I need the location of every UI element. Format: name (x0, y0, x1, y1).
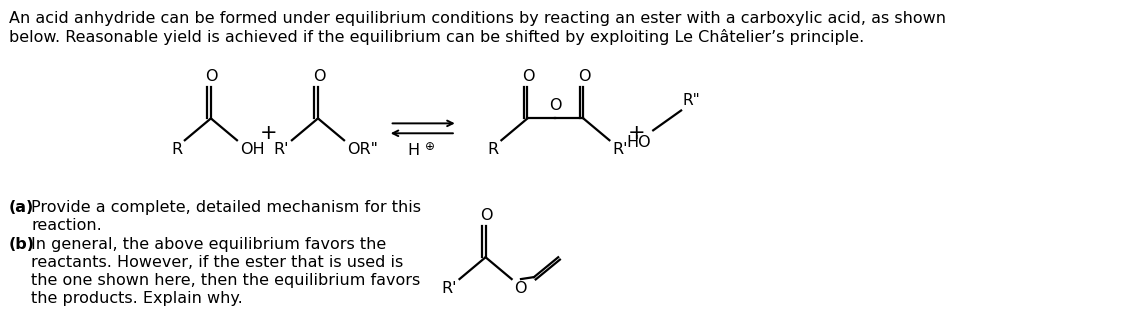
Text: O: O (522, 69, 535, 84)
Text: +: + (260, 123, 277, 143)
Text: HO: HO (627, 135, 651, 150)
Text: below. Reasonable yield is achieved if the equilibrium can be shifted by exploit: below. Reasonable yield is achieved if t… (9, 29, 864, 45)
Text: OR": OR" (346, 142, 378, 157)
Text: O: O (313, 69, 325, 84)
Text: reactants. However, if the ester that is used is: reactants. However, if the ester that is… (31, 255, 404, 270)
Text: R': R' (442, 281, 456, 296)
Text: (b): (b) (9, 238, 35, 252)
Text: OH: OH (240, 142, 265, 157)
Text: O: O (578, 69, 591, 84)
Text: O: O (480, 208, 493, 222)
Text: O: O (515, 281, 527, 296)
Text: reaction.: reaction. (31, 218, 102, 233)
Text: the one shown here, then the equilibrium favors: the one shown here, then the equilibrium… (31, 273, 420, 288)
Text: O: O (205, 69, 219, 84)
Text: An acid anhydride can be formed under equilibrium conditions by reacting an este: An acid anhydride can be formed under eq… (9, 11, 946, 26)
Text: R: R (488, 142, 499, 157)
Text: ⊕: ⊕ (425, 140, 435, 153)
Text: O: O (549, 98, 562, 114)
Text: R: R (170, 142, 182, 157)
Text: +: + (628, 123, 646, 143)
Text: R': R' (612, 142, 628, 157)
Text: the products. Explain why.: the products. Explain why. (31, 291, 243, 306)
Text: R': R' (274, 142, 289, 157)
Text: Provide a complete, detailed mechanism for this: Provide a complete, detailed mechanism f… (31, 200, 421, 215)
Text: (a): (a) (9, 200, 34, 215)
Text: R": R" (683, 93, 701, 109)
Text: H: H (407, 143, 419, 158)
Text: In general, the above equilibrium favors the: In general, the above equilibrium favors… (31, 238, 387, 252)
